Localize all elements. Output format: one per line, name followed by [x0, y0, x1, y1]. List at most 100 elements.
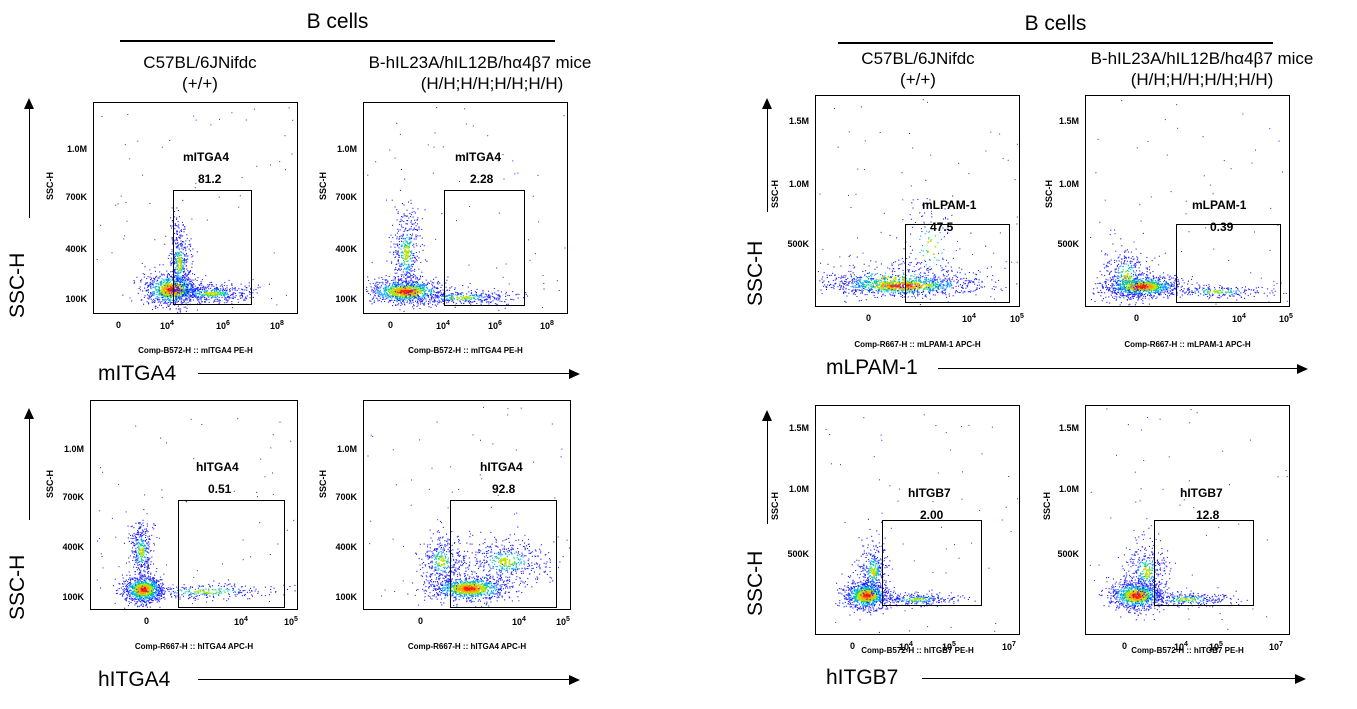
right-r1c1-x-tick: 0: [1122, 641, 1128, 651]
left-r1c0-gate[interactable]: [178, 500, 285, 608]
right-r0c1-y-tick: 500K: [1057, 239, 1079, 249]
left-r1c1-y-label: SSC-H: [318, 469, 328, 498]
left-condition-wt: C57BL/6JNifdc (+/+): [70, 52, 330, 94]
left-r1c0-y-tick: 400K: [62, 542, 84, 552]
right-r1c1-y-tick: 1.0M: [1058, 484, 1079, 494]
left-r0c0-density-cloud: [96, 107, 294, 313]
right-r1c0-density-cloud: [825, 414, 1018, 633]
left-r1c1-gate[interactable]: [450, 500, 557, 608]
left-r0c1-gate-name: mITGA4: [455, 150, 502, 164]
left-r1c0-x-tick: 0: [144, 616, 150, 626]
right-condition-humanized-line1: B-hIL23A/hIL12B/hα4β7 mice: [1090, 49, 1314, 68]
right-row1-y-axis-arrow-head: [762, 410, 772, 421]
left-r1c1-gate-name: hITGA4: [480, 460, 523, 474]
right-r1c1-gate-percent: 12.8: [1196, 508, 1220, 522]
left-panel-title: B cells: [306, 10, 369, 33]
left-row1-x-axis-label: hITGA4: [98, 668, 171, 691]
right-r0c0-gate[interactable]: [905, 224, 1010, 303]
left-r1c1-y-tick: 400K: [335, 542, 357, 552]
right-r0c1-gate-percent: 0.39: [1210, 220, 1234, 234]
left-condition-humanized: B-hIL23A/hIL12B/hα4β7 mice (H/H;H/H;H/H;…: [330, 52, 630, 94]
left-r0c0-gate[interactable]: [173, 190, 252, 305]
right-r0c0-x-caption: Comp-R667-H :: mLPAM-1 APC-H: [854, 340, 981, 349]
right-r1c0-x-caption: Comp-B572-H :: hITGB7 PE-H: [861, 646, 974, 655]
right-r0c1-y-tick: 1.0M: [1058, 179, 1079, 189]
right-r0c1-gate-name: mLPAM-1: [1192, 198, 1247, 212]
right-r1c1-x-tick: 107: [1269, 641, 1283, 652]
left-r1c0-y-tick: 1.0M: [63, 444, 84, 454]
left-r0c0-gate-name: mITGA4: [183, 150, 230, 164]
left-r0c0-y-tick: 400K: [65, 244, 87, 254]
left-r0c0-x-tick: 108: [270, 320, 284, 331]
left-r0c0-x-tick: 0: [116, 320, 122, 330]
right-r0c0-x-tick: 105: [1010, 313, 1024, 324]
left-r0c1-y-tick: 100K: [335, 294, 357, 304]
right-r1c0-y-tick: 500K: [787, 549, 809, 559]
right-r0c0-y-tick: 500K: [787, 239, 809, 249]
right-r1c0-gate[interactable]: [882, 520, 982, 606]
right-r0c1-x-tick: 105: [1279, 313, 1293, 324]
right-r0c1-x-caption: Comp-R667-H :: mLPAM-1 APC-H: [1124, 340, 1251, 349]
left-r0c1-x-tick: 104: [436, 320, 450, 331]
left-r1c1-y-tick: 700K: [335, 492, 357, 502]
right-r1c1-gate[interactable]: [1154, 520, 1254, 606]
right-row1-y-axis-arrow-line: [767, 420, 769, 524]
left-r0c1-x-caption: Comp-B572-H :: mITGA4 PE-H: [408, 346, 523, 355]
right-condition-wt-line1: C57BL/6JNifdc: [861, 49, 975, 68]
left-r1c1-y-tick: 1.0M: [336, 444, 357, 454]
right-r0c1-y-label: SSC-H: [1044, 179, 1054, 208]
left-r0c0-y-tick: 700K: [65, 192, 87, 202]
right-r0c0-density-cloud: [817, 99, 1018, 306]
left-row1-x-axis-arrow-line: [198, 679, 570, 681]
left-r0c1-x-tick: 0: [388, 320, 394, 330]
left-r1c0-plot-frame: [90, 400, 298, 610]
left-condition-humanized-line2: (H/H;H/H;H/H;H/H): [420, 74, 564, 93]
right-r0c1-density-cloud: [1090, 100, 1288, 306]
left-row0-x-axis-arrow-head: [569, 368, 580, 379]
right-r1c0-gate-name: hITGB7: [908, 486, 951, 500]
left-r1c1-plot-frame: [363, 400, 571, 610]
left-r1c0-x-tick: 105: [284, 616, 298, 627]
right-r0c1-y-tick: 1.5M: [1058, 116, 1079, 126]
left-row0-x-axis-label: mITGA4: [98, 362, 177, 385]
left-row0-y-axis-arrow-head: [24, 98, 34, 109]
right-r1c0-x-tick: 107: [1002, 641, 1016, 652]
right-row0-y-axis-arrow-line: [767, 108, 769, 212]
right-row1-x-axis-arrow-head: [1295, 673, 1306, 684]
right-r1c0-gate-percent: 2.00: [920, 508, 944, 522]
left-r0c1-y-tick: 700K: [335, 192, 357, 202]
left-r1c0-gate-name: hITGA4: [196, 460, 239, 474]
left-r0c1-gate-percent: 2.28: [470, 172, 494, 186]
left-r1c0-density-cloud: [96, 418, 296, 609]
right-r0c1-gate[interactable]: [1176, 224, 1281, 303]
right-panel-title: B cells: [1024, 12, 1087, 35]
right-r0c1-x-tick: 0: [1134, 313, 1140, 323]
right-r1c0-x-tick: 104: [899, 641, 913, 652]
right-row1-y-axis-label: SSC-H: [744, 550, 767, 616]
right-row0-x-axis-arrow-line: [938, 368, 1298, 370]
right-row1-x-axis-label: hITGB7: [826, 666, 899, 689]
right-r1c1-gate-name: hITGB7: [1180, 486, 1223, 500]
left-r0c1-y-tick: 400K: [335, 244, 357, 254]
right-r1c0-y-label: SSC-H: [770, 491, 780, 520]
right-r0c0-y-tick: 1.0M: [788, 179, 809, 189]
left-r1c1-x-caption: Comp-R667-H :: hITGA4 APC-H: [407, 642, 527, 651]
left-r1c0-gate-percent: 0.51: [208, 482, 232, 496]
right-r0c0-x-tick: 104: [962, 313, 976, 324]
right-r0c0-y-label: SSC-H: [770, 179, 780, 208]
right-condition-humanized-line2: (H/H;H/H;H/H;H/H): [1130, 70, 1274, 89]
left-row0-y-axis-label: SSC-H: [6, 252, 29, 318]
right-condition-wt-line2: (+/+): [900, 70, 936, 89]
left-r0c0-y-label: SSC-H: [45, 171, 55, 200]
right-row0-y-axis-label: SSC-H: [744, 240, 767, 306]
left-r0c1-x-tick: 108: [540, 320, 554, 331]
right-r0c1-x-tick: 104: [1232, 313, 1246, 324]
right-r1c1-density-cloud: [1089, 408, 1288, 630]
left-r1c0-x-caption: Comp-R667-H :: hITGA4 APC-H: [134, 642, 254, 651]
left-r1c0-y-label: SSC-H: [45, 469, 55, 498]
right-r1c1-y-tick: 500K: [1057, 549, 1079, 559]
right-r0c0-gate-percent: 47.5: [930, 220, 954, 234]
left-condition-wt-line2: (+/+): [182, 74, 218, 93]
left-condition-humanized-line1: B-hIL23A/hIL12B/hα4β7 mice: [368, 53, 592, 72]
left-r0c1-gate[interactable]: [444, 190, 525, 306]
